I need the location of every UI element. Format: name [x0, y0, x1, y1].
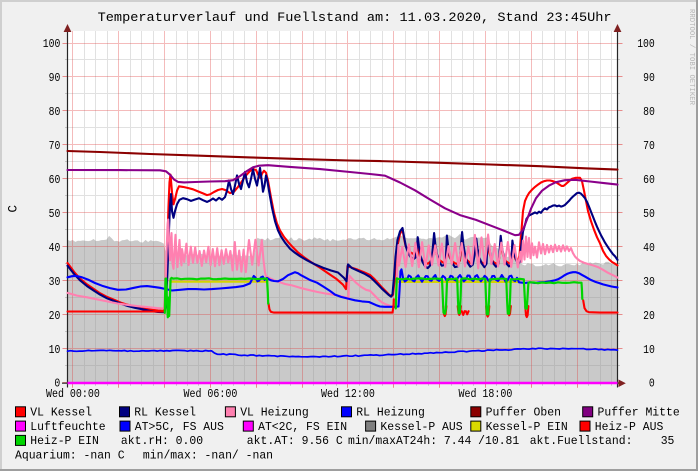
svg-text:70: 70 — [643, 139, 655, 153]
svg-text:Luftfeuchte: Luftfeuchte — [30, 420, 105, 434]
svg-text:akt.Fuellstand:: akt.Fuellstand: — [530, 434, 633, 448]
svg-text:60: 60 — [49, 173, 61, 187]
svg-text:Wed 12:00: Wed 12:00 — [321, 387, 375, 401]
svg-text:C: C — [7, 205, 21, 213]
svg-text:Heiz-P EIN: Heiz-P EIN — [30, 434, 99, 448]
svg-text:Wed 00:00: Wed 00:00 — [46, 387, 100, 401]
svg-text:min/max: -nan/ -nan: min/max: -nan/ -nan — [143, 448, 273, 462]
svg-text:80: 80 — [643, 105, 655, 119]
svg-text:70: 70 — [49, 139, 61, 153]
svg-text:0: 0 — [54, 377, 60, 391]
svg-text:100: 100 — [637, 37, 655, 51]
svg-text:RRDTOOL / TOBI OETIKER: RRDTOOL / TOBI OETIKER — [687, 9, 695, 105]
svg-text:20: 20 — [49, 309, 61, 323]
svg-text:Kessel-P EIN: Kessel-P EIN — [486, 420, 568, 434]
svg-text:50: 50 — [49, 207, 61, 221]
svg-text:VL Heizung: VL Heizung — [240, 406, 309, 420]
svg-text:35: 35 — [661, 434, 675, 448]
svg-text:Aquarium: -nan C: Aquarium: -nan C — [15, 448, 125, 462]
svg-text:30: 30 — [643, 275, 655, 289]
svg-text:90: 90 — [49, 71, 61, 85]
svg-text:akt.AT: 9.56 C: akt.AT: 9.56 C — [247, 434, 343, 448]
svg-text:RL Kessel: RL Kessel — [134, 406, 196, 420]
svg-text:Wed 18:00: Wed 18:00 — [459, 387, 513, 401]
svg-text:100: 100 — [43, 37, 61, 51]
svg-text:Wed 06:00: Wed 06:00 — [184, 387, 238, 401]
svg-text:30: 30 — [49, 275, 61, 289]
svg-text:Temperaturverlauf und Fuellsta: Temperaturverlauf und Fuellstand am: 11.… — [98, 10, 612, 25]
svg-text:akt.rH: 0.00: akt.rH: 0.00 — [121, 434, 203, 448]
svg-text:20: 20 — [643, 309, 655, 323]
svg-text:VL Kessel: VL Kessel — [30, 406, 92, 420]
svg-text:10: 10 — [49, 343, 61, 357]
svg-text:0: 0 — [649, 377, 655, 391]
svg-text:AT<2C, FS EIN: AT<2C, FS EIN — [258, 420, 347, 434]
svg-text:Kessel-P AUS: Kessel-P AUS — [380, 420, 462, 434]
svg-text:40: 40 — [49, 241, 61, 255]
svg-text:Heiz-P AUS: Heiz-P AUS — [595, 420, 664, 434]
svg-text:40: 40 — [643, 241, 655, 255]
svg-text:50: 50 — [643, 207, 655, 221]
svg-text:90: 90 — [643, 71, 655, 85]
svg-text:AT>5C, FS AUS: AT>5C, FS AUS — [135, 420, 224, 434]
svg-text:60: 60 — [643, 173, 655, 187]
svg-text:80: 80 — [49, 105, 61, 119]
svg-text:Puffer Mitte: Puffer Mitte — [598, 406, 680, 420]
svg-text:Puffer Oben: Puffer Oben — [486, 406, 561, 420]
svg-text:10: 10 — [643, 343, 655, 357]
svg-text:min/maxAT24h: 7.44 /10.81: min/maxAT24h: 7.44 /10.81 — [348, 434, 519, 448]
svg-text:RL Heizung: RL Heizung — [356, 406, 425, 420]
